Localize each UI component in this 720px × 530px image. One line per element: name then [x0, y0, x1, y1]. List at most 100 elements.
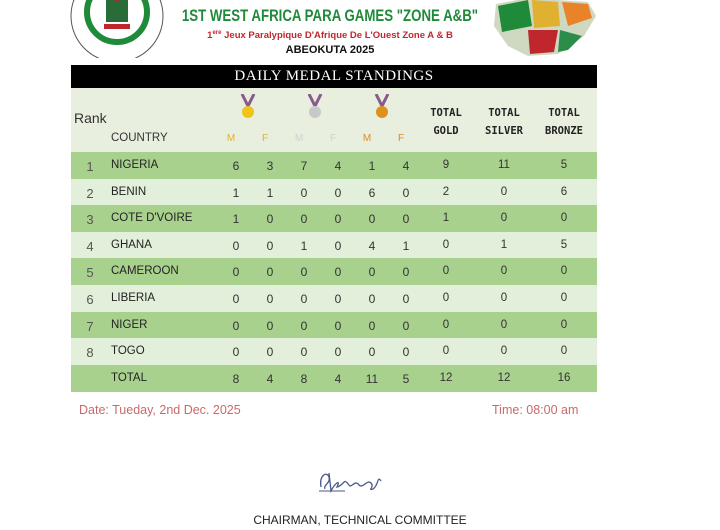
country-cell: TOGO [111, 345, 145, 358]
medal-count-cell: 0 [442, 238, 450, 251]
medal-count-cell: 0 [300, 185, 308, 200]
rank-cell: 4 [86, 238, 94, 254]
medal-count-cell: 0 [368, 212, 376, 227]
country-cell: COTE D'VOIRE [111, 212, 193, 225]
medal-count-cell: 6 [368, 185, 376, 200]
medal-count-cell: 0 [334, 318, 342, 333]
medal-count-cell: 4 [368, 238, 376, 253]
country-cell: BENIN [111, 185, 147, 198]
medal-count-cell: 3 [266, 159, 274, 173]
table-banner: DAILY MEDAL STANDINGS [71, 65, 597, 88]
medal-count-cell: 0 [500, 318, 508, 331]
male-subheader: M [362, 133, 372, 144]
event-subtitle: 1ere Jeux Paralypique D'Afrique De L'Oue… [150, 30, 510, 42]
rank-cell: 7 [86, 318, 94, 334]
medal-count-cell: 0 [334, 265, 342, 280]
medal-count-cell: 0 [402, 265, 410, 280]
subtitle-text: Jeux Paralypique D'Afrique De L'Ouest Zo… [221, 30, 453, 41]
medal-count-cell: 5 [402, 371, 410, 386]
female-subheader: F [329, 133, 337, 144]
table-row: 1 NIGERIA 6 3 7 4 1 4 9 11 5 [71, 152, 597, 179]
medal-count-cell: 0 [232, 318, 240, 333]
medal-count-cell: 1 [500, 238, 508, 251]
medal-count-cell: 1 [232, 185, 240, 200]
silver-medal-icon [307, 94, 323, 118]
nigeria-coat-of-arms-seal [70, 0, 164, 58]
table-row: 7 NIGER 0 0 0 0 0 0 0 0 0 [71, 311, 597, 339]
medal-count-cell: 1 [442, 212, 450, 225]
country-cell: LIBERIA [111, 292, 156, 304]
medal-count-cell: 0 [300, 212, 308, 227]
medal-count-cell: 0 [442, 265, 450, 278]
medal-count-cell: 0 [266, 318, 274, 333]
medal-count-cell: 0 [232, 345, 240, 360]
medal-count-cell: 0 [300, 292, 308, 306]
rank-cell: 2 [86, 185, 94, 201]
medal-count-cell: 0 [334, 292, 342, 306]
total-row: TOTAL 8 4 8 4 11 5 12 12 16 [71, 364, 597, 392]
medal-count-cell: 0 [500, 265, 508, 278]
rank-cell: 5 [86, 265, 94, 281]
rank-cell: 1 [86, 159, 94, 174]
subtitle-ordinal-suffix: ere [212, 29, 222, 36]
signatory-title: CHAIRMAN, TECHNICAL COMMITTEE [253, 513, 467, 527]
female-subheader: F [261, 133, 269, 144]
medal-count-cell: 0 [442, 292, 450, 304]
total-bronze-header: TOTAL BRONZE [545, 107, 583, 137]
bronze-medal-icon [374, 94, 390, 118]
medal-count-cell: 0 [334, 212, 342, 227]
medal-count-cell: 0 [368, 292, 376, 306]
table-header: Rank COUNTRY M F M F M F TOTAL GOLD TOTAL SILVE… [71, 88, 597, 152]
medal-count-cell: 0 [560, 265, 568, 278]
medal-count-cell: 0 [334, 185, 342, 200]
table-row: 8 TOGO 0 0 0 0 0 0 0 0 0 [71, 338, 597, 366]
medal-count-cell: 0 [300, 265, 308, 280]
medal-count-cell: 0 [500, 292, 508, 304]
medal-count-cell: 0 [300, 345, 308, 360]
medal-count-cell: 0 [266, 212, 274, 227]
signature-image [319, 472, 382, 494]
country-header: COUNTRY [111, 132, 168, 144]
medal-count-cell: 0 [402, 318, 410, 333]
medal-count-cell: 1 [232, 212, 240, 227]
rank-header: Rank [74, 110, 107, 126]
event-title: 1ST WEST AFRICA PARA GAMES "ZONE A&B" [181, 6, 479, 25]
medal-count-cell: 0 [402, 292, 410, 306]
medal-count-cell: 0 [402, 212, 410, 227]
medal-count-cell: 0 [500, 212, 508, 225]
medal-count-cell: 8 [232, 371, 240, 386]
event-city-year: ABEOKUTA 2025 [285, 44, 375, 56]
total-silver-header: TOTAL SILVER [485, 107, 523, 137]
medal-count-cell: 8 [300, 371, 308, 386]
medal-count-cell: 0 [500, 185, 508, 198]
male-subheader: M [294, 133, 304, 144]
medal-count-cell: 0 [334, 345, 342, 360]
medal-count-cell: 6 [232, 159, 240, 173]
medal-count-cell: 0 [266, 265, 274, 280]
table-row: 4 GHANA 0 0 1 0 4 1 0 1 5 [71, 231, 597, 259]
table-row: 2 BENIN 1 1 0 0 6 0 2 0 6 [71, 178, 597, 206]
rank-cell: 6 [86, 292, 94, 307]
table-row: 6 LIBERIA 0 0 0 0 0 0 0 0 0 [71, 285, 597, 312]
medal-count-cell: 1 [300, 238, 308, 253]
medal-count-cell: 1 [266, 185, 274, 200]
medal-count-cell: 0 [442, 318, 450, 331]
medal-count-cell: 0 [560, 345, 568, 358]
report-date: Date: Tueday, 2nd Dec. 2025 [79, 403, 241, 417]
medal-count-cell: 0 [300, 318, 308, 333]
table-row: 3 COTE D'VOIRE 1 0 0 0 0 0 1 0 0 [71, 205, 597, 233]
medal-count-cell: 1 [368, 159, 376, 173]
medal-count-cell: 0 [560, 212, 568, 225]
medal-count-cell: 0 [402, 185, 410, 200]
medal-count-cell: 0 [266, 238, 274, 253]
medal-count-cell: 0 [232, 265, 240, 280]
medal-count-cell: 0 [232, 292, 240, 306]
country-cell: TOTAL [111, 371, 147, 384]
medal-count-cell: 0 [560, 292, 568, 304]
country-cell: NIGER [111, 318, 148, 331]
male-subheader: M [226, 133, 236, 144]
report-time: Time: 08:00 am [492, 403, 579, 417]
medal-count-cell: 2 [442, 185, 450, 198]
medal-count-cell: 4 [402, 159, 410, 173]
medal-count-cell: 0 [560, 318, 568, 331]
